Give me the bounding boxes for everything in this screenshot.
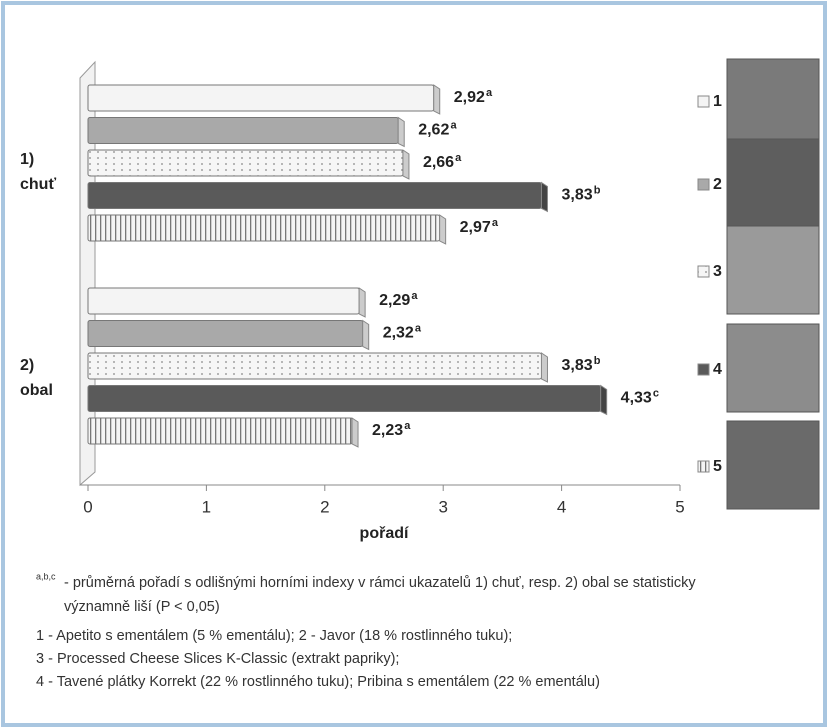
data-label-superscript: a	[411, 290, 418, 302]
bar-side	[434, 85, 440, 114]
data-label-superscript: a	[486, 87, 493, 99]
bar	[88, 183, 541, 209]
bar-side	[359, 288, 365, 317]
x-tick-label: 2	[320, 497, 329, 516]
legend-label: 3	[713, 263, 722, 280]
data-label-superscript: a	[415, 322, 422, 334]
note-line: 3 - Processed Cheese Slices K-Classic (e…	[36, 651, 399, 667]
legend-label: 5	[713, 458, 722, 475]
bar-side	[541, 183, 547, 212]
data-label: 2,23	[372, 422, 403, 439]
data-label-superscript: a	[404, 420, 411, 432]
data-label-superscript: c	[653, 387, 659, 399]
x-tick-label: 5	[675, 497, 684, 516]
x-tick-label: 0	[83, 497, 92, 516]
note-line: 4 - Tavené plátky Korrekt (22 % rostlinn…	[36, 674, 600, 690]
legend-swatch	[698, 266, 709, 277]
data-label: 2,29	[379, 292, 410, 309]
x-tick-label: 3	[438, 497, 447, 516]
bar-side	[541, 353, 547, 382]
bar	[88, 85, 434, 111]
bar	[88, 118, 398, 144]
data-label: 3,83	[561, 357, 592, 374]
data-label: 2,66	[423, 154, 454, 171]
legend-swatch	[698, 461, 709, 472]
bar-side	[403, 150, 409, 179]
note-superscript: a,b,c	[36, 571, 56, 581]
bar	[88, 288, 359, 314]
product-image	[727, 139, 819, 227]
chart: pořadí 0123451)chuť2)obal2,92a2,29a2,62a…	[0, 0, 828, 728]
data-label: 2,62	[418, 122, 449, 139]
bar	[88, 215, 440, 241]
data-label-superscript: b	[594, 355, 601, 367]
bar-side	[352, 418, 358, 447]
data-label: 2,97	[460, 219, 491, 236]
legend-swatch	[698, 364, 709, 375]
legend-label: 2	[713, 176, 722, 193]
x-tick-label: 4	[557, 497, 566, 516]
data-label-superscript: a	[455, 152, 462, 164]
note-line: významně liší (P < 0,05)	[64, 599, 220, 615]
data-label: 3,83	[561, 187, 592, 204]
product-image	[727, 324, 819, 412]
product-image	[727, 226, 819, 314]
legend-label: 4	[713, 361, 722, 378]
data-label-superscript: b	[594, 184, 601, 196]
legend-swatch	[698, 96, 709, 107]
note-line: - průměrná pořadí s odlišnými horními in…	[64, 575, 696, 591]
product-image	[727, 59, 819, 147]
bar	[88, 321, 363, 347]
bar-side	[601, 386, 607, 415]
bar	[88, 353, 541, 379]
bar-side	[363, 321, 369, 350]
page: pořadí 0123451)chuť2)obal2,92a2,29a2,62a…	[0, 0, 828, 728]
note-line: 1 - Apetito s ementálem (5 % ementálu); …	[36, 628, 512, 644]
legend-swatch	[698, 179, 709, 190]
bar-side	[440, 215, 446, 244]
data-label-superscript: a	[492, 217, 499, 229]
bar	[88, 418, 352, 444]
legend-label: 1	[713, 93, 722, 110]
data-label-superscript: a	[450, 119, 457, 131]
product-image	[727, 421, 819, 509]
data-label: 2,92	[454, 89, 485, 106]
x-axis-title: pořadí	[360, 525, 409, 542]
x-tick-label: 1	[202, 497, 211, 516]
bar	[88, 386, 601, 412]
data-label: 4,33	[621, 390, 652, 407]
data-label: 2,32	[383, 325, 414, 342]
bar	[88, 150, 403, 176]
bar-side	[398, 118, 404, 147]
